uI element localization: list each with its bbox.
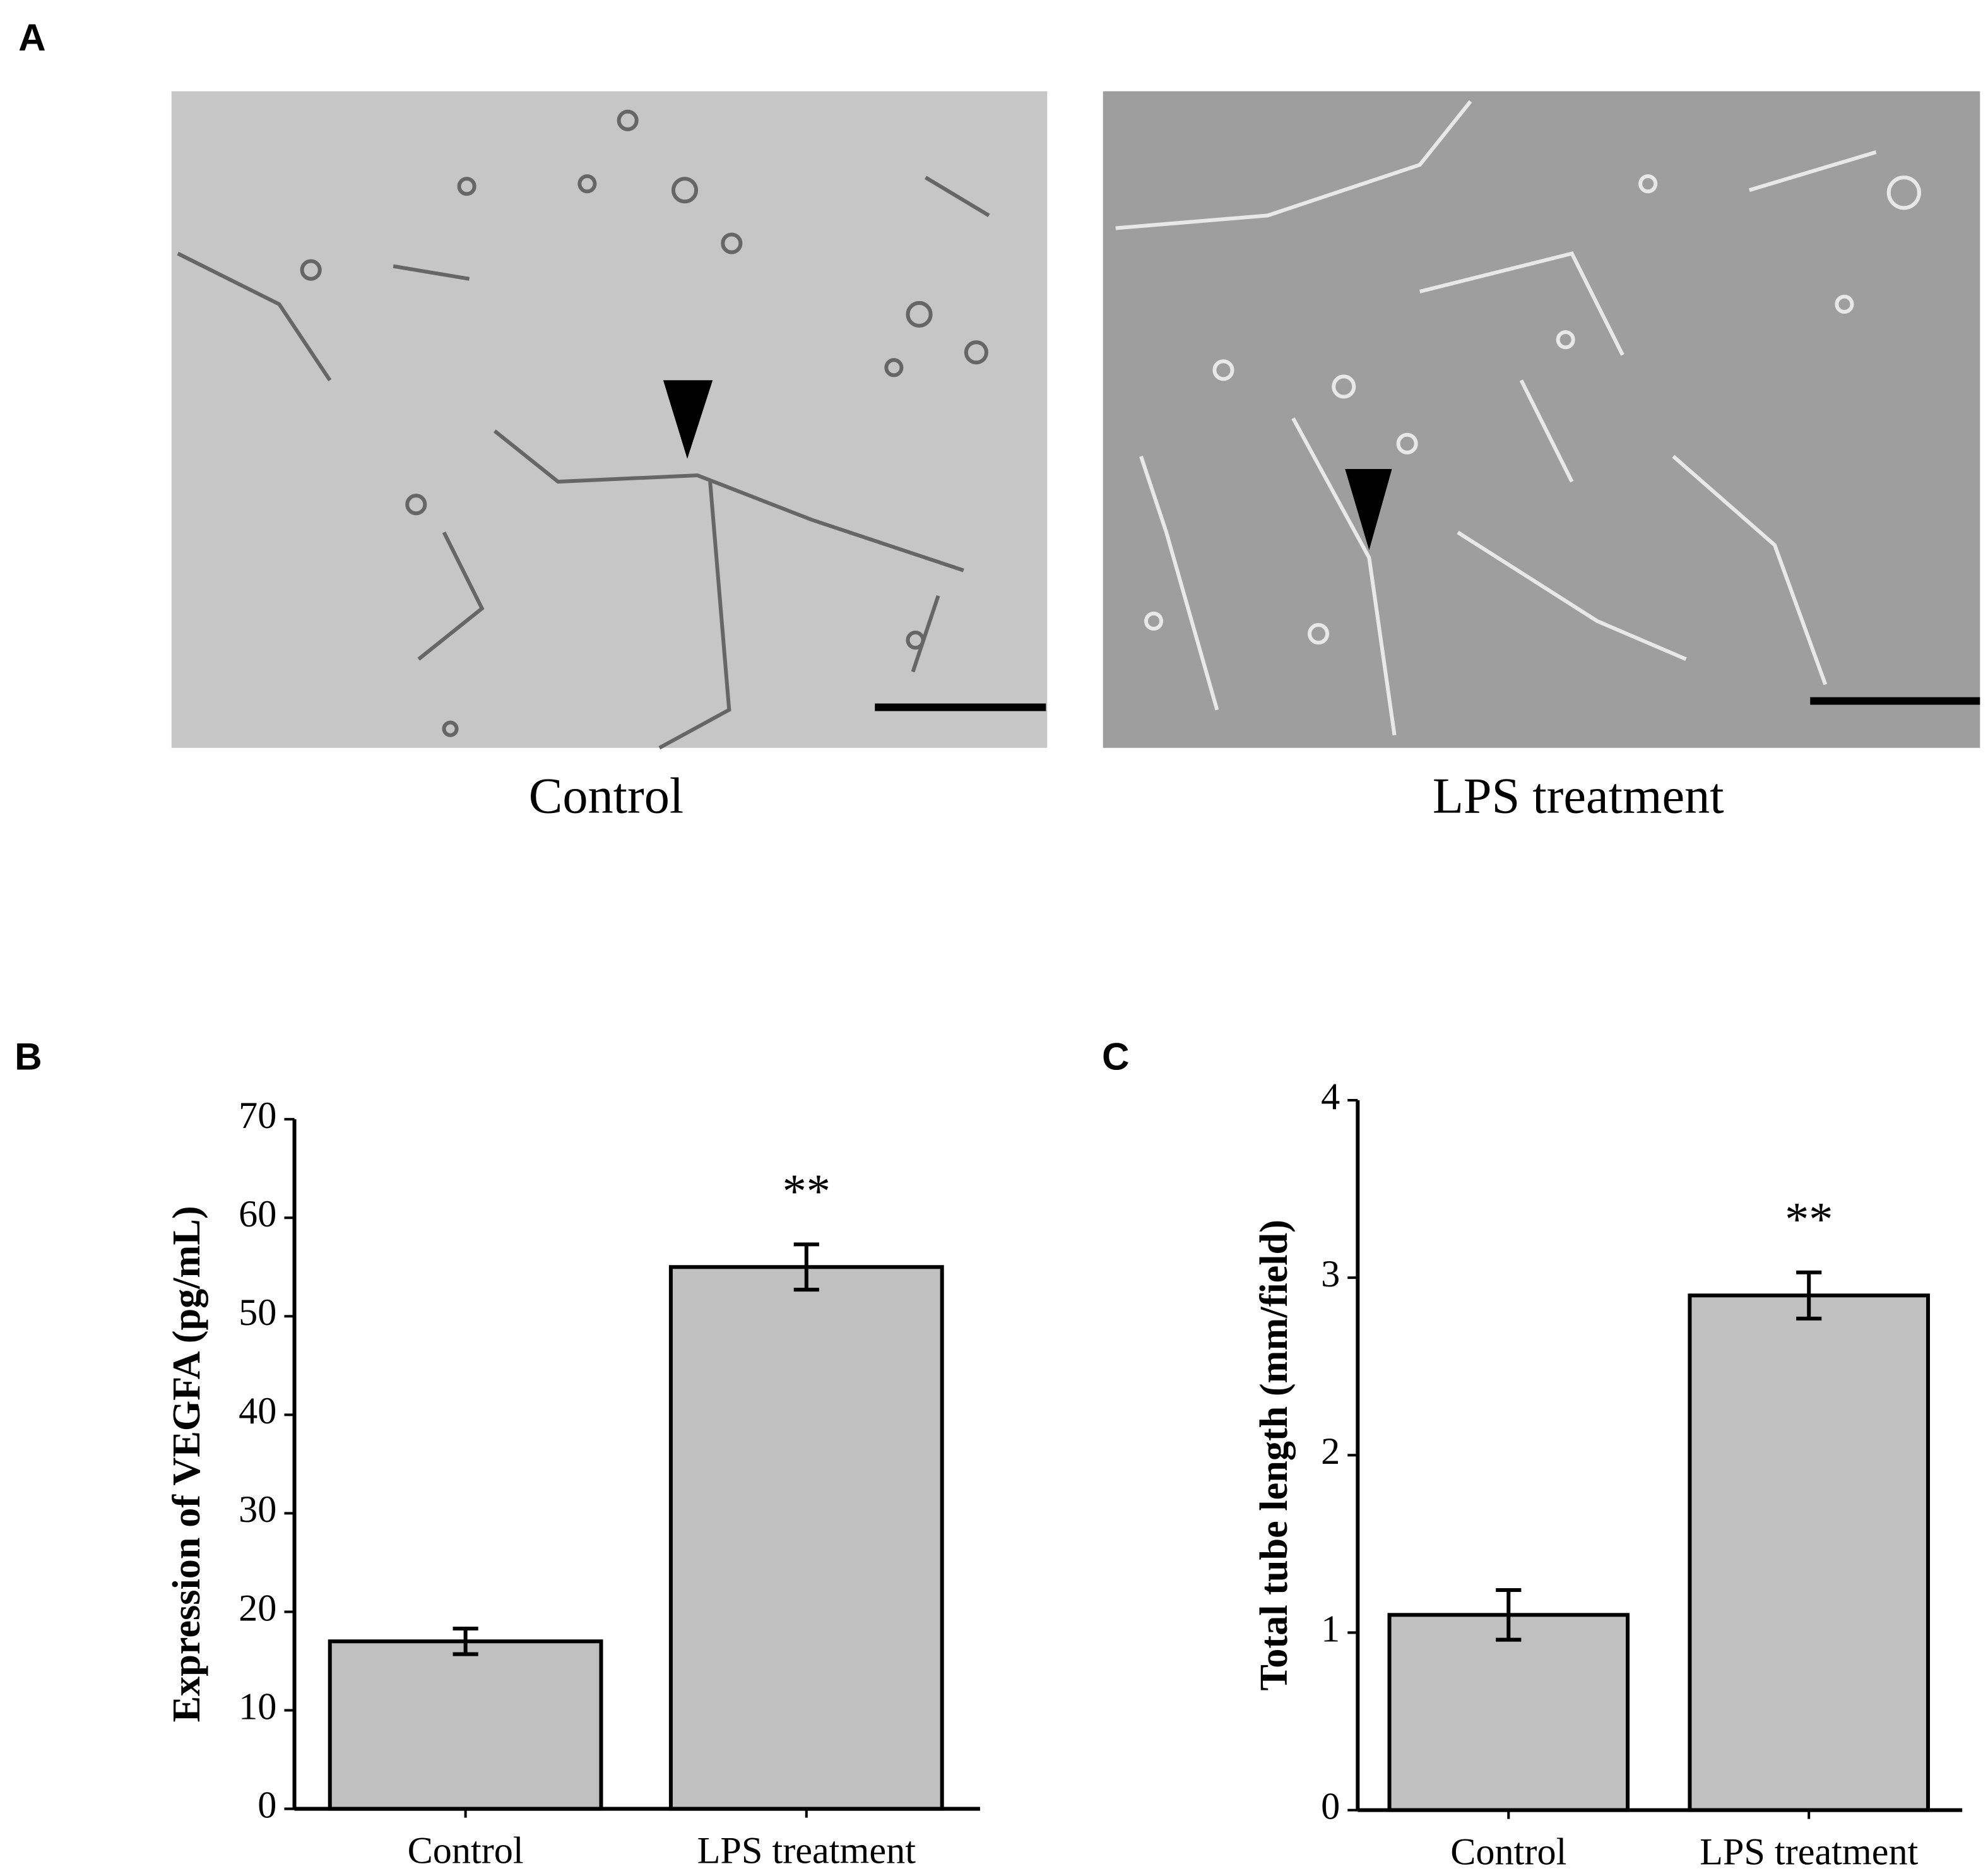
image-caption: Control bbox=[529, 768, 683, 824]
panel-label: B bbox=[15, 1035, 42, 1078]
bar bbox=[1387, 1613, 1630, 1812]
error-bar bbox=[453, 1626, 478, 1656]
bar bbox=[328, 1639, 603, 1811]
x-tick-label: LPS treatment bbox=[697, 1830, 916, 1872]
significance: ** bbox=[1785, 1192, 1833, 1246]
bar bbox=[1688, 1293, 1930, 1812]
y-tick-label: 1 bbox=[1321, 1608, 1340, 1650]
panel-label: C bbox=[1102, 1035, 1130, 1078]
y-tick-label: 0 bbox=[1321, 1785, 1340, 1827]
y-tick-label: 70 bbox=[239, 1095, 276, 1137]
y-axis-label: Expression of VEGFA (pg/mL) bbox=[165, 1206, 208, 1722]
error-bar bbox=[793, 1242, 819, 1292]
significance: ** bbox=[783, 1165, 831, 1218]
y-tick-label: 10 bbox=[239, 1685, 276, 1728]
y-tick-label: 4 bbox=[1321, 1076, 1340, 1118]
y-tick-label: 60 bbox=[239, 1193, 276, 1235]
y-tick-label: 30 bbox=[239, 1488, 276, 1531]
y-tick-label: 50 bbox=[239, 1291, 276, 1334]
y-tick-label: 20 bbox=[239, 1587, 276, 1629]
x-tick-label: LPS treatment bbox=[1700, 1831, 1919, 1873]
y-tick-label: 0 bbox=[257, 1784, 276, 1826]
image-caption: LPS treatment bbox=[1433, 768, 1724, 824]
panel-label: A bbox=[18, 16, 46, 59]
bar bbox=[668, 1265, 944, 1811]
error-bar bbox=[1496, 1588, 1522, 1642]
micrograph bbox=[171, 91, 1048, 750]
x-tick-label: Control bbox=[1450, 1831, 1566, 1873]
y-tick-label: 3 bbox=[1321, 1253, 1340, 1295]
x-tick-label: Control bbox=[408, 1830, 524, 1872]
y-axis-label: Total tube length (mm/field) bbox=[1253, 1220, 1296, 1690]
y-tick-label: 2 bbox=[1321, 1430, 1340, 1473]
y-tick-label: 40 bbox=[239, 1390, 276, 1432]
micrograph bbox=[1103, 91, 1980, 748]
error-bar bbox=[1796, 1270, 1822, 1321]
